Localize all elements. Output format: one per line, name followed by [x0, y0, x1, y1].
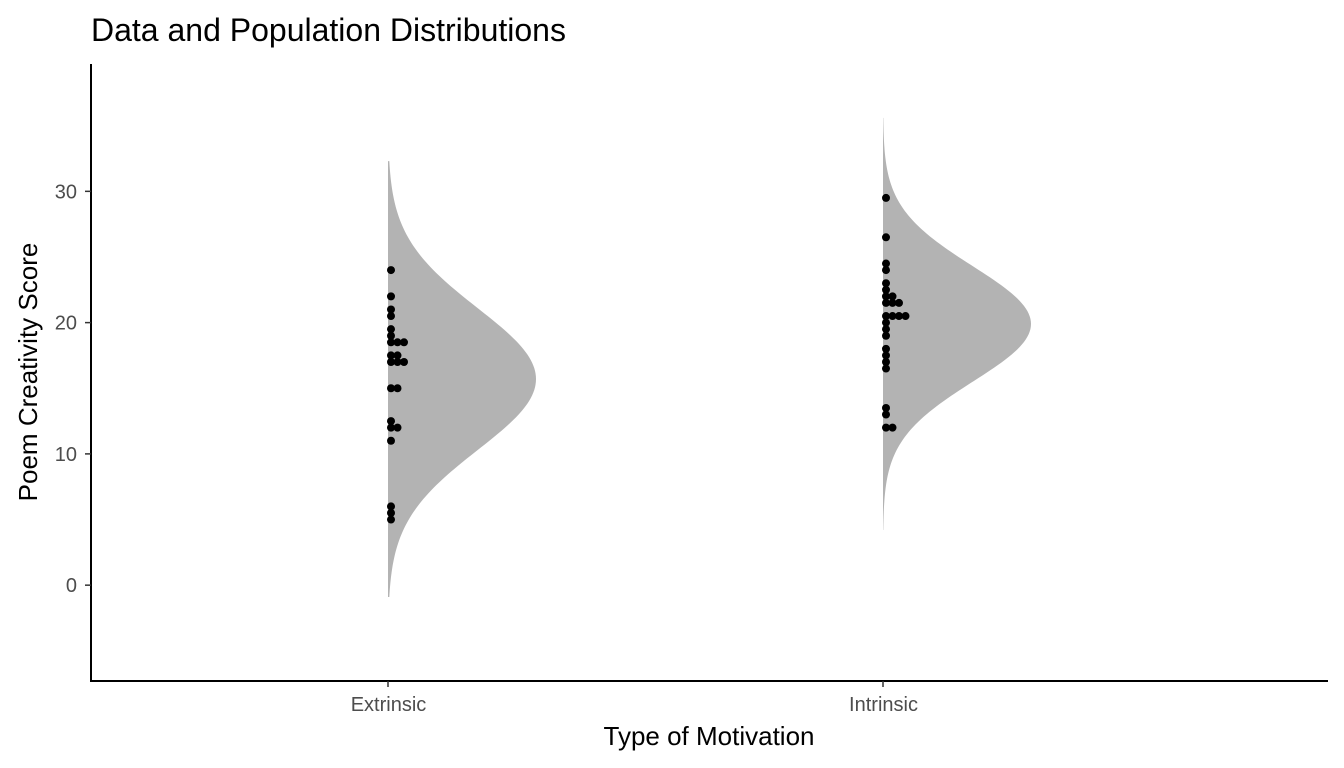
point-intrinsic: [882, 298, 890, 307]
y-tick-label: 10: [55, 444, 77, 466]
point-extrinsic: [387, 325, 395, 334]
point-extrinsic: [387, 351, 395, 360]
point-intrinsic: [888, 292, 897, 301]
x-ticks: Extrinsic Intrinsic: [351, 681, 918, 716]
y-tick-label: 30: [55, 181, 77, 203]
x-tick-label-extrinsic: Extrinsic: [351, 694, 427, 716]
density-layer: [388, 117, 1031, 597]
points-layer: [387, 193, 910, 524]
point-intrinsic: [882, 331, 890, 340]
point-extrinsic: [387, 515, 395, 524]
point-extrinsic: [387, 305, 395, 314]
point-extrinsic: [393, 423, 402, 432]
y-ticks: 0 10 20 30: [55, 181, 91, 597]
point-intrinsic: [882, 312, 890, 321]
point-intrinsic: [888, 312, 897, 321]
x-tick-label-intrinsic: Intrinsic: [849, 694, 918, 716]
point-extrinsic: [387, 423, 395, 432]
point-intrinsic: [882, 325, 890, 334]
point-extrinsic: [400, 338, 408, 347]
point-intrinsic: [882, 233, 890, 242]
point-intrinsic: [882, 266, 890, 275]
point-extrinsic: [387, 331, 395, 340]
x-axis-title: Type of Motivation: [604, 721, 815, 751]
point-extrinsic: [387, 266, 395, 275]
point-extrinsic: [387, 358, 395, 366]
point-extrinsic: [393, 338, 402, 347]
point-extrinsic: [387, 417, 395, 426]
point-intrinsic: [888, 298, 897, 307]
point-intrinsic: [882, 292, 890, 301]
point-extrinsic: [387, 436, 395, 445]
point-intrinsic: [882, 358, 890, 366]
chart-title: Data and Population Distributions: [91, 12, 566, 48]
point-extrinsic: [387, 338, 395, 347]
point-intrinsic: [882, 410, 890, 419]
density-extrinsic: [388, 161, 536, 597]
point-extrinsic: [400, 358, 408, 366]
point-extrinsic: [393, 351, 402, 360]
point-intrinsic: [882, 193, 890, 202]
point-extrinsic: [387, 292, 395, 301]
point-extrinsic: [387, 502, 395, 511]
point-extrinsic: [387, 312, 395, 321]
point-intrinsic: [901, 312, 910, 321]
point-intrinsic: [888, 423, 897, 432]
point-intrinsic: [882, 279, 890, 288]
point-intrinsic: [882, 423, 890, 432]
point-intrinsic: [882, 344, 890, 353]
y-tick-label: 0: [66, 575, 77, 597]
point-intrinsic: [895, 312, 903, 321]
density-intrinsic: [883, 117, 1031, 531]
point-intrinsic: [882, 285, 890, 294]
point-intrinsic: [882, 351, 890, 360]
point-extrinsic: [387, 384, 395, 393]
point-extrinsic: [393, 384, 402, 393]
point-extrinsic: [393, 358, 402, 366]
point-intrinsic: [882, 364, 890, 373]
point-intrinsic: [882, 259, 890, 268]
point-extrinsic: [387, 508, 395, 517]
y-tick-label: 20: [55, 313, 77, 335]
point-intrinsic: [895, 298, 903, 307]
point-intrinsic: [882, 318, 890, 327]
point-intrinsic: [882, 403, 890, 412]
y-axis-title: Poem Creativity Score: [13, 243, 43, 502]
